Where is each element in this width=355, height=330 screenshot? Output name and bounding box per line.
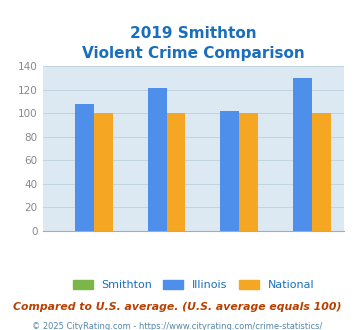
Bar <box>293 78 312 231</box>
Bar <box>220 111 239 231</box>
Bar <box>75 104 94 231</box>
Bar <box>94 113 113 231</box>
Title: 2019 Smithton
Violent Crime Comparison: 2019 Smithton Violent Crime Comparison <box>82 26 305 61</box>
Text: Compared to U.S. average. (U.S. average equals 100): Compared to U.S. average. (U.S. average … <box>13 302 342 312</box>
Bar <box>166 113 186 231</box>
Bar <box>312 113 331 231</box>
Bar <box>148 88 166 231</box>
Text: © 2025 CityRating.com - https://www.cityrating.com/crime-statistics/: © 2025 CityRating.com - https://www.city… <box>32 322 323 330</box>
Legend: Smithton, Illinois, National: Smithton, Illinois, National <box>68 275 319 295</box>
Bar <box>239 113 258 231</box>
